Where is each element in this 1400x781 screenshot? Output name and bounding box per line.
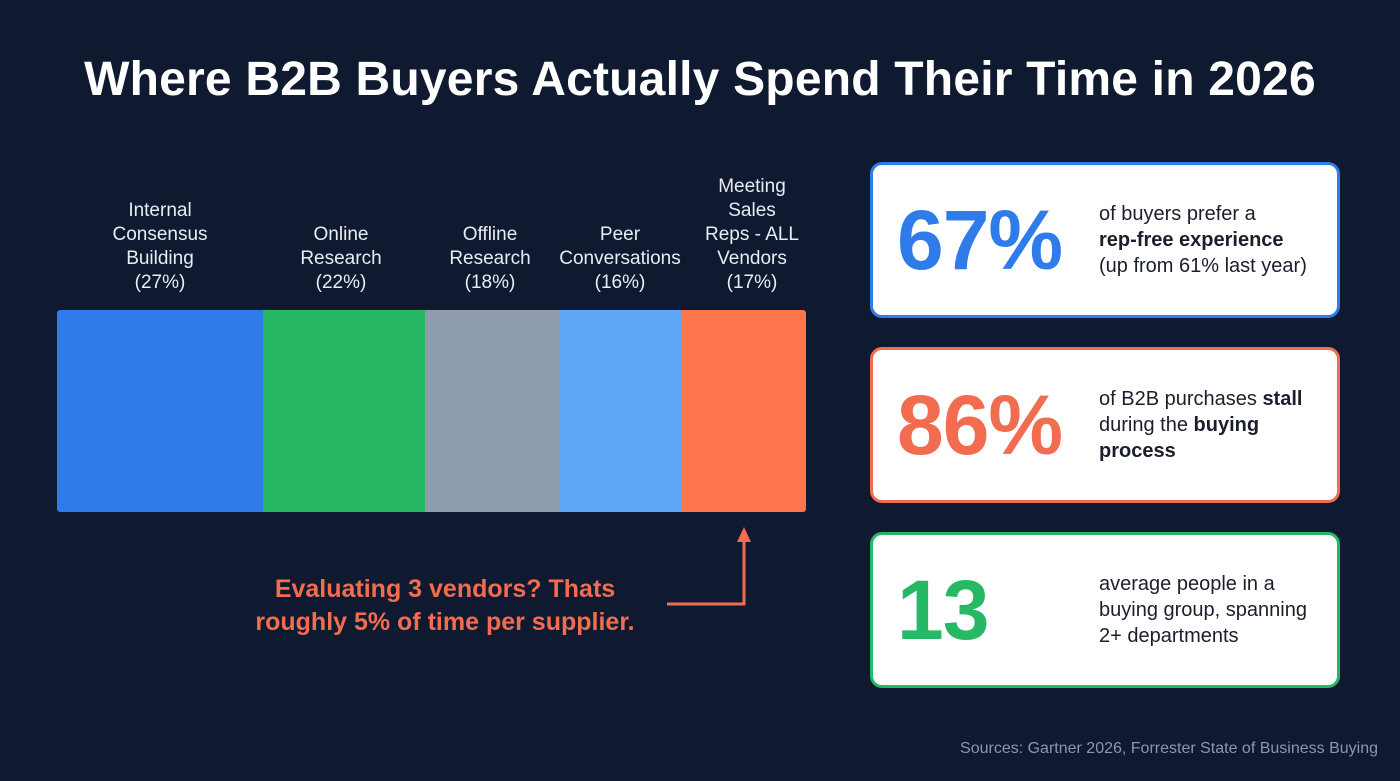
label-line: Meeting bbox=[718, 176, 786, 197]
label-line: Internal bbox=[128, 200, 192, 221]
label-value: (18%) bbox=[464, 272, 516, 293]
callout-line: roughly 5% of time per supplier. bbox=[255, 608, 635, 636]
label-value: (22%) bbox=[315, 272, 367, 293]
label-line: Reps - ALL bbox=[705, 224, 799, 245]
stat-card-buying-group: 13 average people in a buying group, spa… bbox=[870, 532, 1340, 688]
desc-text: of B2B purchases bbox=[1099, 388, 1263, 410]
stat-description: average people in a buying group, spanni… bbox=[1099, 571, 1307, 649]
segment-label-meeting-sales-reps: Meeting Sales Reps - ALL Vendors (17%) bbox=[692, 165, 812, 295]
stat-value: 13 bbox=[897, 562, 989, 657]
label-line: Sales bbox=[728, 200, 776, 221]
label-line: Consensus bbox=[112, 224, 208, 245]
stat-description: of buyers prefer a rep-free experience (… bbox=[1099, 201, 1307, 279]
label-value: (17%) bbox=[726, 272, 778, 293]
segment-label-online-research: Online Research (22%) bbox=[276, 165, 406, 295]
segment-label-internal-consensus: Internal Consensus Building (27%) bbox=[95, 165, 225, 295]
label-line: Vendors bbox=[717, 248, 787, 269]
label-line: Research bbox=[449, 248, 531, 269]
desc-line: (up from 61% last year) bbox=[1099, 255, 1307, 277]
segment-online-research bbox=[263, 310, 425, 512]
stat-card-rep-free: 67% of buyers prefer a rep-free experien… bbox=[870, 162, 1340, 318]
segment-offline-research bbox=[425, 310, 560, 512]
desc-text: during the bbox=[1099, 414, 1194, 436]
desc-bold: rep-free experience bbox=[1099, 229, 1284, 251]
desc-line: of buyers prefer a bbox=[1099, 203, 1256, 225]
desc-bold: process bbox=[1099, 440, 1176, 462]
label-line: Building bbox=[126, 248, 194, 269]
callout-line: Evaluating 3 vendors? Thats bbox=[274, 575, 616, 603]
segment-label-peer-conversations: Peer Conversations (16%) bbox=[550, 165, 690, 295]
callout-text: Evaluating 3 vendors? Thats roughly 5% o… bbox=[215, 573, 675, 639]
segment-internal-consensus bbox=[57, 310, 263, 512]
desc-line: buying group, spanning bbox=[1099, 599, 1307, 621]
segment-meeting-sales-reps bbox=[681, 310, 806, 512]
label-line: Research bbox=[300, 248, 382, 269]
stat-value: 67% bbox=[897, 192, 1063, 287]
label-line: Conversations bbox=[559, 248, 681, 269]
stat-value: 86% bbox=[897, 377, 1063, 472]
stat-description: of B2B purchases stall during the buying… bbox=[1099, 386, 1302, 464]
sources-footnote: Sources: Gartner 2026, Forrester State o… bbox=[960, 740, 1378, 757]
segment-peer-conversations bbox=[560, 310, 681, 512]
label-line: Offline bbox=[462, 224, 518, 245]
stacked-bar bbox=[57, 310, 806, 512]
label-line: Online bbox=[313, 224, 369, 245]
segment-label-offline-research: Offline Research (18%) bbox=[430, 165, 550, 295]
stat-card-stall: 86% of B2B purchases stall during the bu… bbox=[870, 347, 1340, 503]
desc-bold: buying bbox=[1193, 414, 1260, 436]
label-line: Peer bbox=[599, 224, 641, 245]
label-value: (27%) bbox=[134, 272, 186, 293]
desc-bold: stall bbox=[1262, 388, 1303, 410]
desc-line: average people in a bbox=[1099, 573, 1275, 595]
label-value: (16%) bbox=[594, 272, 646, 293]
desc-line: 2+ departments bbox=[1099, 625, 1239, 647]
chart-title: Where B2B Buyers Actually Spend Their Ti… bbox=[84, 53, 1316, 106]
